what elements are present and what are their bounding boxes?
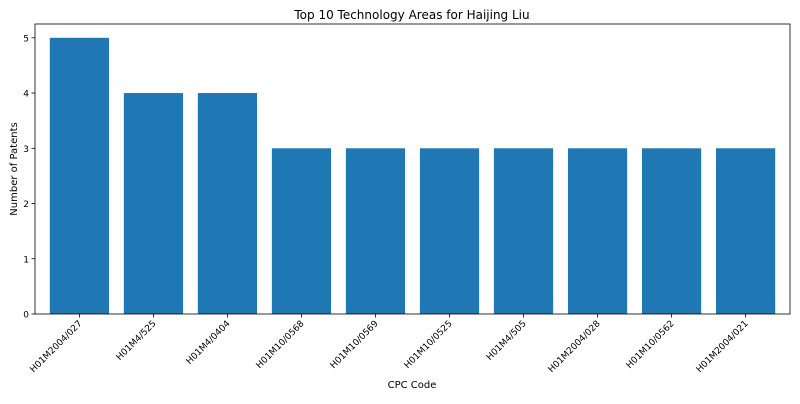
bar-H01M4/0404: [198, 93, 257, 314]
bar-H01M2004/027: [50, 38, 109, 314]
bar-H01M10/0569: [346, 148, 405, 314]
y-tick-label: 1: [23, 255, 29, 265]
x-tick-label: H01M2004/027: [29, 319, 85, 375]
x-tick-label: H01M10/0569: [329, 319, 381, 371]
x-tick-label: H01M4/525: [115, 319, 159, 363]
x-axis-ticks: H01M2004/027 H01M4/525 H01M4/0404 H01M10/05…: [29, 314, 751, 375]
y-axis-ticks: 0 1 2 3 4 5: [23, 34, 35, 320]
y-tick-label: 4: [23, 90, 29, 100]
x-tick-label: H01M4/0404: [185, 319, 233, 367]
x-tick-label: H01M2004/028: [547, 319, 603, 375]
y-tick-label: 3: [23, 145, 29, 155]
x-tick-label: H01M10/0568: [255, 319, 307, 371]
x-tick-label: H01M10/0525: [403, 319, 455, 371]
y-tick-label: 0: [23, 311, 29, 321]
y-tick-label: 2: [23, 200, 29, 210]
bar-H01M2004/021: [716, 148, 775, 314]
bar-H01M2004/028: [568, 148, 627, 314]
bar-H01M10/0568: [272, 148, 331, 314]
y-axis-label: Number of Patents: [9, 122, 20, 215]
x-tick-label: H01M2004/021: [695, 319, 751, 375]
bar-H01M4/525: [124, 93, 183, 314]
x-tick-label: H01M4/505: [485, 319, 529, 363]
bar-H01M4/505: [494, 148, 553, 314]
y-tick-label: 5: [23, 34, 29, 44]
bars-group: [50, 38, 775, 314]
chart-title: Top 10 Technology Areas for Haijing Liu: [293, 8, 529, 22]
bar-H01M10/0525: [420, 148, 479, 314]
x-axis-label: CPC Code: [388, 380, 437, 391]
bar-H01M10/0562: [642, 148, 701, 314]
x-tick-label: H01M10/0562: [625, 319, 677, 371]
